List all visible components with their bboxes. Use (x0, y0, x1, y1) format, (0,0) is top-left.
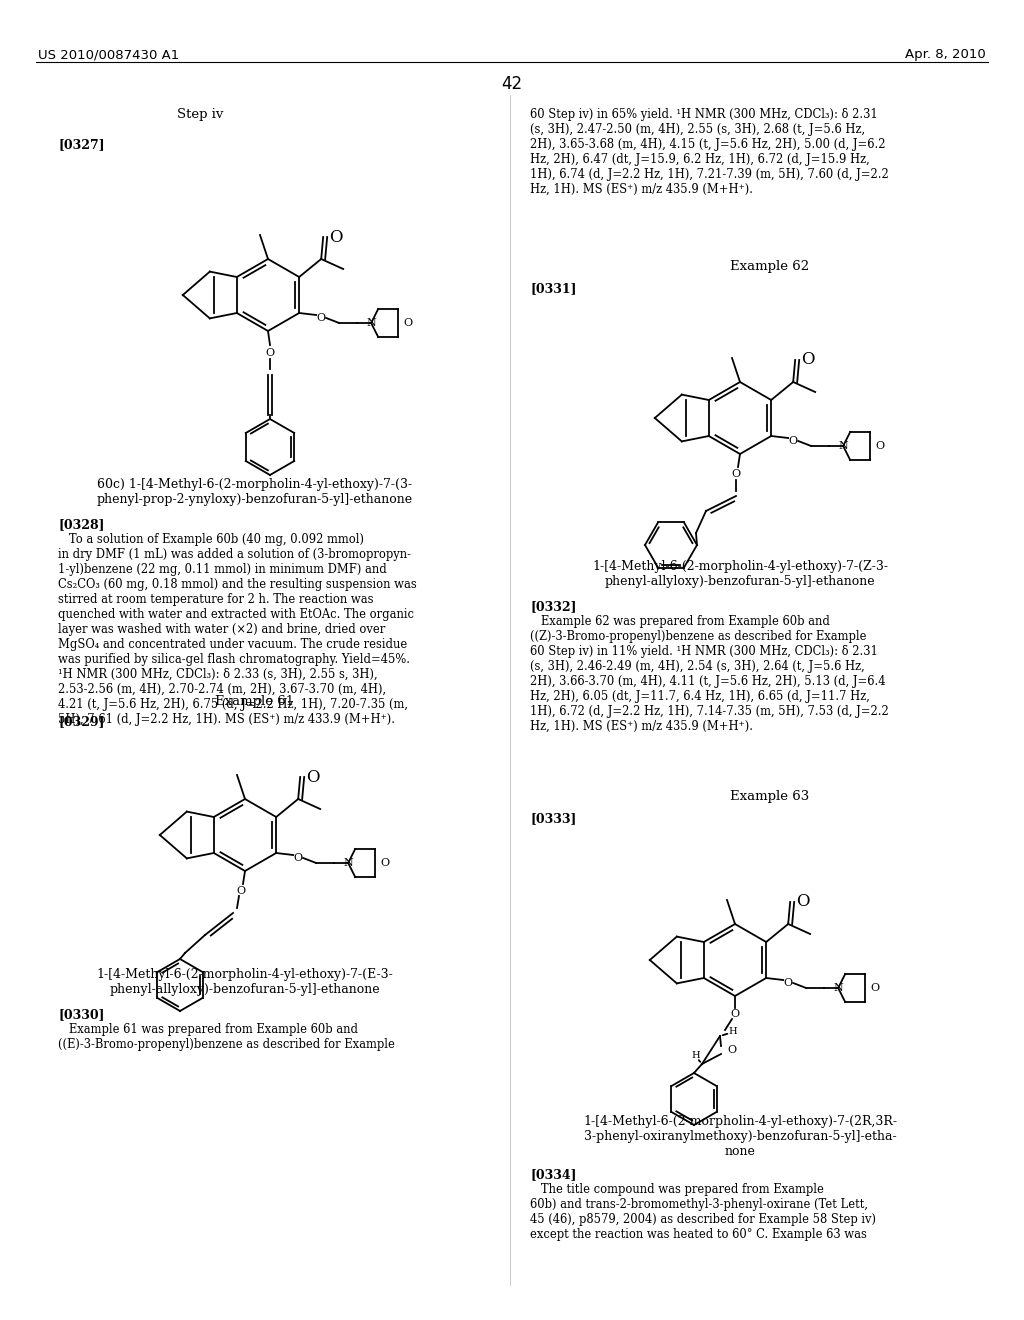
Text: [0332]: [0332] (530, 601, 577, 612)
Text: Example 61: Example 61 (215, 696, 295, 708)
Text: [0331]: [0331] (530, 282, 577, 294)
Text: N: N (834, 983, 843, 993)
Text: O: O (788, 436, 798, 446)
Text: [0329]: [0329] (58, 715, 104, 729)
Text: 1-[4-Methyl-6-(2-morpholin-4-yl-ethoxy)-7-(Z-3-: 1-[4-Methyl-6-(2-morpholin-4-yl-ethoxy)-… (592, 560, 888, 573)
Text: [0328]: [0328] (58, 517, 104, 531)
Text: N: N (839, 441, 848, 451)
Text: O: O (730, 1008, 739, 1019)
Text: [0334]: [0334] (530, 1168, 577, 1181)
Text: O: O (306, 768, 319, 785)
Text: N: N (343, 858, 353, 869)
Text: Example 61 was prepared from Example 60b and
((E)-3-Bromo-propenyl)benzene as de: Example 61 was prepared from Example 60b… (58, 1023, 395, 1051)
Text: O: O (403, 318, 413, 327)
Text: O: O (876, 441, 885, 451)
Text: O: O (316, 313, 326, 323)
Text: Apr. 8, 2010: Apr. 8, 2010 (905, 48, 986, 61)
Text: O: O (783, 978, 793, 987)
Text: [0330]: [0330] (58, 1008, 104, 1020)
Text: O: O (801, 351, 815, 368)
Text: 60 Step iv) in 65% yield. ¹H NMR (300 MHz, CDCl₃): δ 2.31
(s, 3H), 2.47-2.50 (m,: 60 Step iv) in 65% yield. ¹H NMR (300 MH… (530, 108, 889, 195)
Text: none: none (725, 1144, 756, 1158)
Text: O: O (265, 348, 274, 358)
Text: The title compound was prepared from Example
60b) and trans-2-bromomethyl-3-phen: The title compound was prepared from Exa… (530, 1183, 876, 1241)
Text: O: O (731, 469, 740, 479)
Text: 1-[4-Methyl-6-(2-morpholin-4-yl-ethoxy)-7-(2R,3R-: 1-[4-Methyl-6-(2-morpholin-4-yl-ethoxy)-… (583, 1115, 897, 1129)
Text: Example 63: Example 63 (730, 789, 810, 803)
Text: H: H (728, 1027, 736, 1035)
Text: O: O (727, 1045, 736, 1055)
Text: phenyl-allyloxy)-benzofuran-5-yl]-ethanone: phenyl-allyloxy)-benzofuran-5-yl]-ethano… (110, 983, 380, 997)
Text: US 2010/0087430 A1: US 2010/0087430 A1 (38, 48, 179, 61)
Text: 60c) 1-[4-Methyl-6-(2-morpholin-4-yl-ethoxy)-7-(3-: 60c) 1-[4-Methyl-6-(2-morpholin-4-yl-eth… (97, 478, 413, 491)
Text: H: H (691, 1052, 700, 1060)
Text: O: O (797, 894, 810, 911)
Text: 1-[4-Methyl-6-(2-morpholin-4-yl-ethoxy)-7-(E-3-: 1-[4-Methyl-6-(2-morpholin-4-yl-ethoxy)-… (96, 968, 393, 981)
Text: Step iv: Step iv (177, 108, 223, 121)
Text: [0327]: [0327] (58, 139, 104, 150)
Text: 42: 42 (502, 75, 522, 92)
Text: O: O (870, 983, 880, 993)
Text: O: O (380, 858, 389, 869)
Text: Example 62: Example 62 (730, 260, 810, 273)
Text: 3-phenyl-oxiranylmethoxy)-benzofuran-5-yl]-etha-: 3-phenyl-oxiranylmethoxy)-benzofuran-5-y… (584, 1130, 896, 1143)
Text: To a solution of Example 60b (40 mg, 0.092 mmol)
in dry DMF (1 mL) was added a s: To a solution of Example 60b (40 mg, 0.0… (58, 533, 417, 726)
Text: phenyl-allyloxy)-benzofuran-5-yl]-ethanone: phenyl-allyloxy)-benzofuran-5-yl]-ethano… (605, 576, 876, 587)
Text: phenyl-prop-2-ynyloxy)-benzofuran-5-yl]-ethanone: phenyl-prop-2-ynyloxy)-benzofuran-5-yl]-… (97, 492, 413, 506)
Text: Example 62 was prepared from Example 60b and
((Z)-3-Bromo-propenyl)benzene as de: Example 62 was prepared from Example 60b… (530, 615, 889, 733)
Text: O: O (237, 886, 246, 896)
Text: [0333]: [0333] (530, 812, 577, 825)
Text: N: N (367, 318, 376, 327)
Text: O: O (329, 228, 343, 246)
Text: O: O (294, 853, 303, 863)
